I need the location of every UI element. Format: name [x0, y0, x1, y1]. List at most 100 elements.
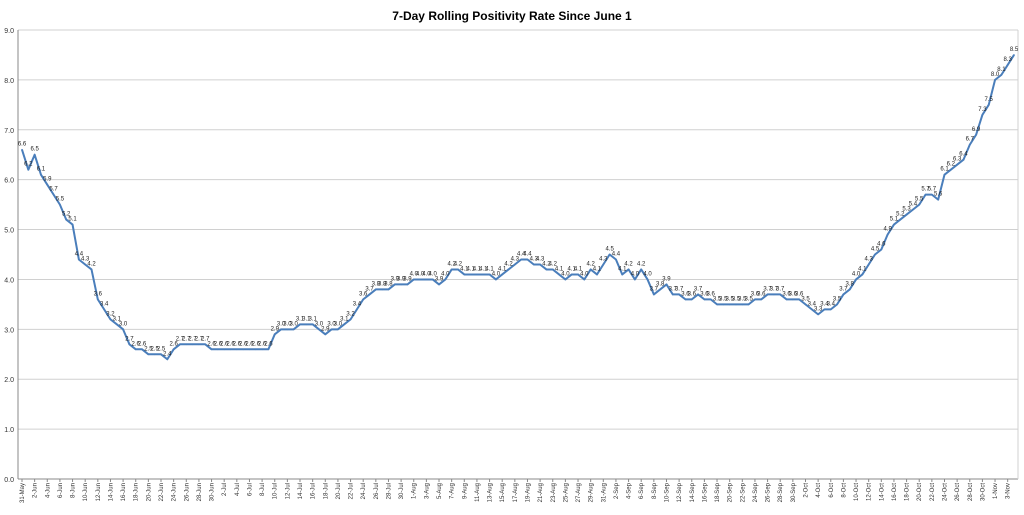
data-label: 4.2: [447, 261, 456, 267]
x-tick-label: 2-Oct: [803, 483, 809, 498]
data-label: 4.0: [580, 271, 589, 277]
data-label: 3.0: [315, 321, 324, 327]
data-point: [994, 79, 996, 81]
data-point: [59, 203, 61, 206]
data-point: [476, 273, 478, 276]
x-tick-label: 10-Oct: [854, 483, 860, 501]
data-label: 4.0: [492, 271, 501, 277]
data-label: 3.1: [113, 316, 122, 322]
data-label: 3.7: [365, 286, 374, 292]
data-label: 3.5: [732, 296, 741, 302]
y-tick-label: 0.0: [4, 477, 14, 484]
data-label: 2.6: [169, 341, 178, 347]
data-point: [1000, 74, 1003, 76]
x-tick-label: 4-Oct: [816, 483, 822, 498]
data-point: [653, 293, 655, 296]
data-label: 3.1: [340, 316, 349, 322]
data-label: 4.4: [75, 251, 84, 257]
data-label: 4.3: [599, 256, 608, 262]
data-point: [564, 278, 567, 281]
data-label: 5.3: [902, 207, 911, 213]
data-point: [21, 148, 23, 151]
data-label: 4.2: [637, 261, 646, 267]
x-tick-label: 22-Sep: [740, 482, 746, 502]
data-label: 4.4: [612, 251, 621, 257]
data-point: [27, 168, 30, 171]
data-label: 4.1: [574, 266, 583, 272]
x-tick-label: 2-Sep: [614, 482, 620, 499]
x-tick-label: 12-Sep: [677, 482, 683, 502]
data-point: [615, 258, 617, 261]
data-label: 6.2: [947, 162, 956, 168]
data-label: 2.9: [321, 326, 330, 332]
y-tick-label: 6.0: [4, 178, 14, 185]
data-label: 3.4: [100, 301, 109, 307]
data-label: 5.2: [62, 212, 71, 218]
data-point: [899, 218, 902, 221]
data-label: 4.1: [858, 266, 867, 272]
data-point: [728, 303, 731, 306]
data-label: 5.9: [43, 177, 52, 183]
data-label: 3.9: [391, 276, 400, 282]
x-tick-label: 12-Jun: [96, 483, 102, 501]
data-label: 8.3: [1004, 57, 1013, 63]
data-label: 2.6: [245, 341, 254, 347]
data-point: [646, 278, 649, 281]
data-point: [223, 348, 225, 351]
data-label: 2.7: [195, 336, 204, 342]
data-label: 8.0: [991, 72, 1000, 78]
data-label: 3.7: [839, 286, 848, 292]
series-line: [21, 54, 1015, 361]
data-label: 4.1: [473, 266, 482, 272]
x-tick-label: 8-Sep: [652, 482, 658, 499]
data-point: [532, 263, 535, 266]
data-point: [191, 343, 194, 346]
data-label: 5.1: [890, 217, 899, 223]
x-tick-label: 20-Jun: [146, 483, 152, 501]
data-label: 4.1: [555, 266, 564, 272]
data-point: [450, 268, 453, 271]
data-label: 6.7: [966, 137, 975, 143]
data-point: [286, 328, 289, 331]
data-point: [665, 283, 668, 286]
data-point: [867, 263, 870, 266]
data-point: [773, 293, 775, 296]
data-point: [956, 163, 958, 166]
data-point: [488, 273, 491, 276]
data-point: [931, 193, 933, 196]
data-point: [570, 273, 573, 276]
data-point: [735, 303, 737, 306]
data-label: 5.5: [915, 197, 924, 203]
data-label: 6.2: [24, 162, 33, 168]
data-label: 3.5: [744, 296, 753, 302]
data-point: [722, 303, 725, 306]
data-label: 3.2: [106, 311, 115, 317]
data-label: 5.7: [49, 187, 58, 193]
data-point: [425, 278, 428, 281]
data-point: [987, 104, 990, 106]
data-point: [128, 343, 131, 346]
data-point: [172, 348, 175, 351]
data-point: [160, 353, 162, 356]
data-label: 3.8: [384, 281, 393, 287]
data-label: 4.2: [542, 261, 551, 267]
data-label: 4.0: [631, 271, 640, 277]
x-tick-label: 2-Jul: [222, 483, 228, 496]
x-tick-label: 26-Jul: [374, 483, 380, 499]
data-label: 4.2: [549, 261, 558, 267]
data-label: 2.4: [163, 351, 172, 357]
x-tick-label: 20-Jul: [336, 483, 342, 499]
data-label: 2.5: [157, 346, 166, 352]
x-tick-label: 26-Jun: [184, 483, 190, 501]
x-tick-label: 3-Aug: [424, 483, 430, 499]
data-point: [78, 258, 80, 261]
data-label: 3.1: [302, 316, 311, 322]
data-label: 3.0: [334, 321, 343, 327]
x-tick-label: 12-Oct: [867, 483, 873, 501]
data-label: 4.1: [498, 266, 507, 272]
x-tick-label: 24-Jul: [361, 483, 367, 499]
data-point: [640, 268, 643, 271]
data-point: [981, 114, 984, 116]
